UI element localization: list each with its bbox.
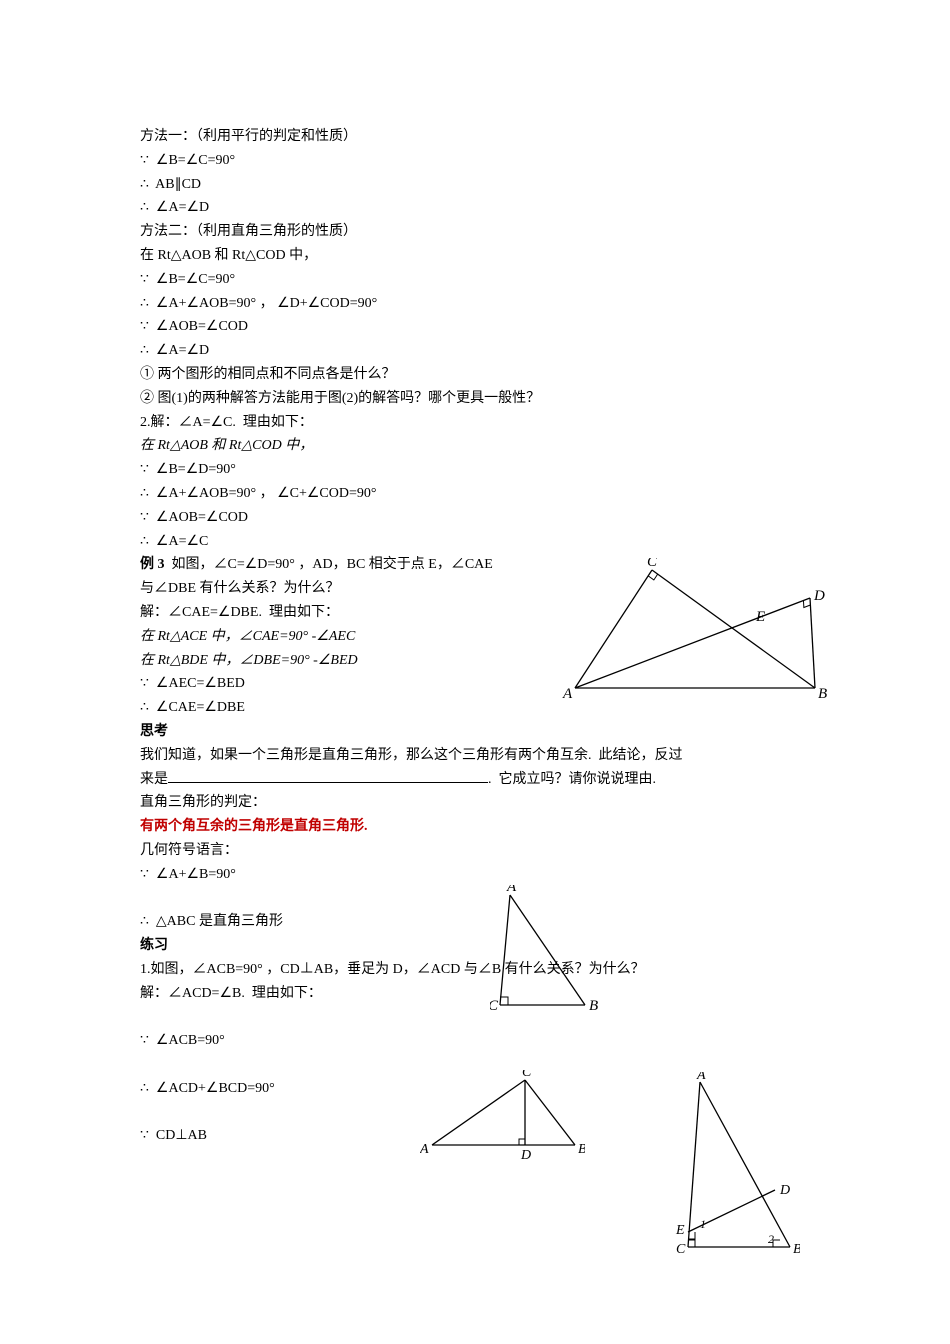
text-span: 来是 <box>140 772 168 787</box>
svg-text:A: A <box>420 1142 429 1157</box>
text-line: ∵ ∠A+∠B=90° <box>140 863 810 887</box>
svg-text:A: A <box>696 1072 706 1083</box>
text-line: ∵ ∠AOB=∠COD <box>140 506 810 530</box>
text-line: 我们知道，如果一个三角形是直角三角形，那么这个三角形有两个角互余. 此结论，反过 <box>140 744 810 768</box>
text-line: 1.如图，∠ACB=90° ，CD⊥AB，垂足为 D，∠ACD 与∠B 有什么关… <box>140 958 810 982</box>
fill-blank <box>168 768 488 783</box>
svg-text:C: C <box>522 1070 532 1080</box>
svg-text:1: 1 <box>700 1217 706 1231</box>
text-line: 在 Rt△AOB 和 Rt△COD 中， <box>140 244 810 268</box>
text-line: 方法二：（利用直角三角形的性质） <box>140 220 810 244</box>
text-line <box>140 1005 810 1029</box>
text-line: ∵ ∠B=∠C=90° <box>140 268 810 292</box>
svg-text:D: D <box>779 1183 790 1198</box>
figure-triangle-ade-marks: A B C D E 1 2 <box>670 1072 800 1257</box>
text-line: 解：∠ACD=∠B. 理由如下： <box>140 982 810 1006</box>
text-line <box>140 887 810 911</box>
text-line: 直角三角形的判定： <box>140 791 810 815</box>
text-line: 方法一：（利用平行的判定和性质） <box>140 125 810 149</box>
text-line: 2.解：∠A=∠C. 理由如下： <box>140 411 810 435</box>
text-line: 来是 . 它成立吗？请你说说理由. <box>140 768 810 792</box>
svg-text:B: B <box>578 1142 585 1157</box>
svg-text:D: D <box>520 1148 531 1163</box>
svg-text:D: D <box>813 588 825 604</box>
text-line: ∴ ∠A+∠AOB=90° ， ∠D+∠COD=90° <box>140 292 810 316</box>
figure-triangle-abcd-e: A B C D E <box>560 558 830 703</box>
text-line: ② 图(1)的两种解答方法能用于图(2)的解答吗？哪个更具一般性？ <box>140 387 810 411</box>
text-line: ∵ ∠ACB=90° <box>140 1029 810 1053</box>
text-line: ∴ ∠A=∠C <box>140 530 810 554</box>
svg-text:A: A <box>506 885 517 895</box>
text-line: 几何符号语言： <box>140 839 810 863</box>
figure-right-triangle-abc: A B C <box>490 885 600 1015</box>
svg-text:B: B <box>818 686 827 702</box>
text-line: 练习 <box>140 934 810 958</box>
svg-text:B: B <box>589 998 598 1014</box>
text-line: ∴ ∠A=∠D <box>140 339 810 363</box>
text-line: 思考 <box>140 720 810 744</box>
figure-triangle-acb-altitude: A B C D <box>420 1070 585 1165</box>
text-line: 有两个角互余的三角形是直角三角形. <box>140 815 810 839</box>
svg-text:C: C <box>676 1242 686 1257</box>
text-line: ∴ ∠A=∠D <box>140 196 810 220</box>
text-line: ∴ △ABC 是直角三角形 <box>140 910 810 934</box>
svg-text:E: E <box>755 609 765 625</box>
text-span: 如图，∠C=∠D=90° ，AD，BC 相交于点 E，∠CAE <box>168 557 493 572</box>
text-span: 例 3 <box>140 557 168 572</box>
text-span: . 它成立吗？请你说说理由. <box>488 772 656 787</box>
svg-text:B: B <box>793 1242 800 1257</box>
text-line: 在 Rt△AOB 和 Rt△COD 中， <box>140 434 810 458</box>
svg-text:2: 2 <box>768 1232 774 1246</box>
svg-text:E: E <box>675 1223 685 1238</box>
text-line: ∵ ∠AOB=∠COD <box>140 315 810 339</box>
svg-text:C: C <box>490 998 499 1014</box>
text-line: ∵ ∠B=∠C=90° <box>140 149 810 173</box>
svg-text:C: C <box>647 558 658 570</box>
text-line: ∴ AB∥CD <box>140 173 810 197</box>
text-line: ① 两个图形的相同点和不同点各是什么？ <box>140 363 810 387</box>
svg-text:A: A <box>562 686 573 702</box>
text-line: ∵ ∠B=∠D=90° <box>140 458 810 482</box>
text-line: ∴ ∠A+∠AOB=90° ， ∠C+∠COD=90° <box>140 482 810 506</box>
